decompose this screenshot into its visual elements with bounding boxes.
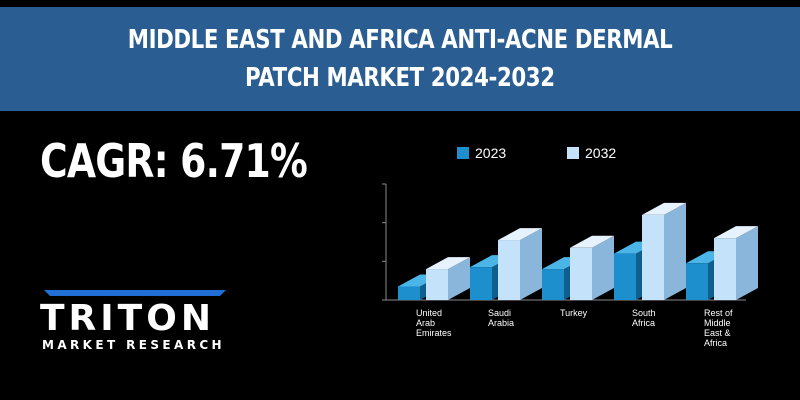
category-label: Arab (416, 318, 435, 328)
cagr-label: CAGR: 6.71% (40, 134, 308, 188)
title-line-2: PATCH MARKET 2024-2032 (245, 63, 555, 93)
bar-side-2032 (520, 228, 542, 300)
bar-top-2032 (498, 228, 542, 241)
category-label: Africa (704, 338, 727, 348)
bar-2032 (642, 214, 664, 300)
bar-2032 (426, 269, 448, 300)
category-label: East & (704, 328, 731, 338)
bar-2023 (398, 286, 420, 300)
bar-2032 (714, 238, 736, 300)
triton-logo: TRITON MARKET RESEARCH (40, 290, 230, 352)
bar-top-2032 (426, 257, 470, 270)
bar-top-2032 (642, 202, 686, 215)
category-label: Middle (704, 318, 731, 328)
bar-2023 (614, 253, 636, 300)
bar-top-2032 (570, 235, 614, 248)
bar-2032 (498, 240, 520, 300)
bar-2023 (686, 263, 708, 300)
title-banner: MIDDLE EAST AND AFRICA ANTI-ACNE DERMAL … (0, 7, 800, 111)
bar-side-2032 (592, 235, 614, 300)
bar-side-2032 (664, 202, 686, 300)
category-label: Arabia (488, 318, 514, 328)
title-line-1: MIDDLE EAST AND AFRICA ANTI-ACNE DERMAL (127, 25, 673, 55)
category-label: Emirates (416, 328, 452, 338)
logo-wordmark: TRITON (40, 298, 215, 339)
legend-label-2032: 2032 (585, 145, 616, 161)
bar-2023 (542, 269, 564, 300)
legend-swatch-2023 (457, 147, 469, 159)
category-label: South (632, 308, 656, 318)
bar-2032 (570, 247, 592, 300)
bar-2023 (470, 267, 492, 300)
category-label: Saudi (488, 308, 511, 318)
bar-side-2032 (736, 226, 758, 300)
legend-label-2023: 2023 (475, 145, 506, 161)
category-label: United (416, 308, 442, 318)
logo-subtitle: MARKET RESEARCH (42, 338, 225, 352)
category-label: Africa (632, 318, 655, 328)
category-label: Rest of (704, 308, 733, 318)
bar-side-2032 (448, 257, 470, 300)
category-label: Turkey (560, 308, 588, 318)
bar-top-2032 (714, 226, 758, 239)
logo-accent-icon (44, 290, 226, 296)
legend-swatch-2032 (567, 147, 579, 159)
